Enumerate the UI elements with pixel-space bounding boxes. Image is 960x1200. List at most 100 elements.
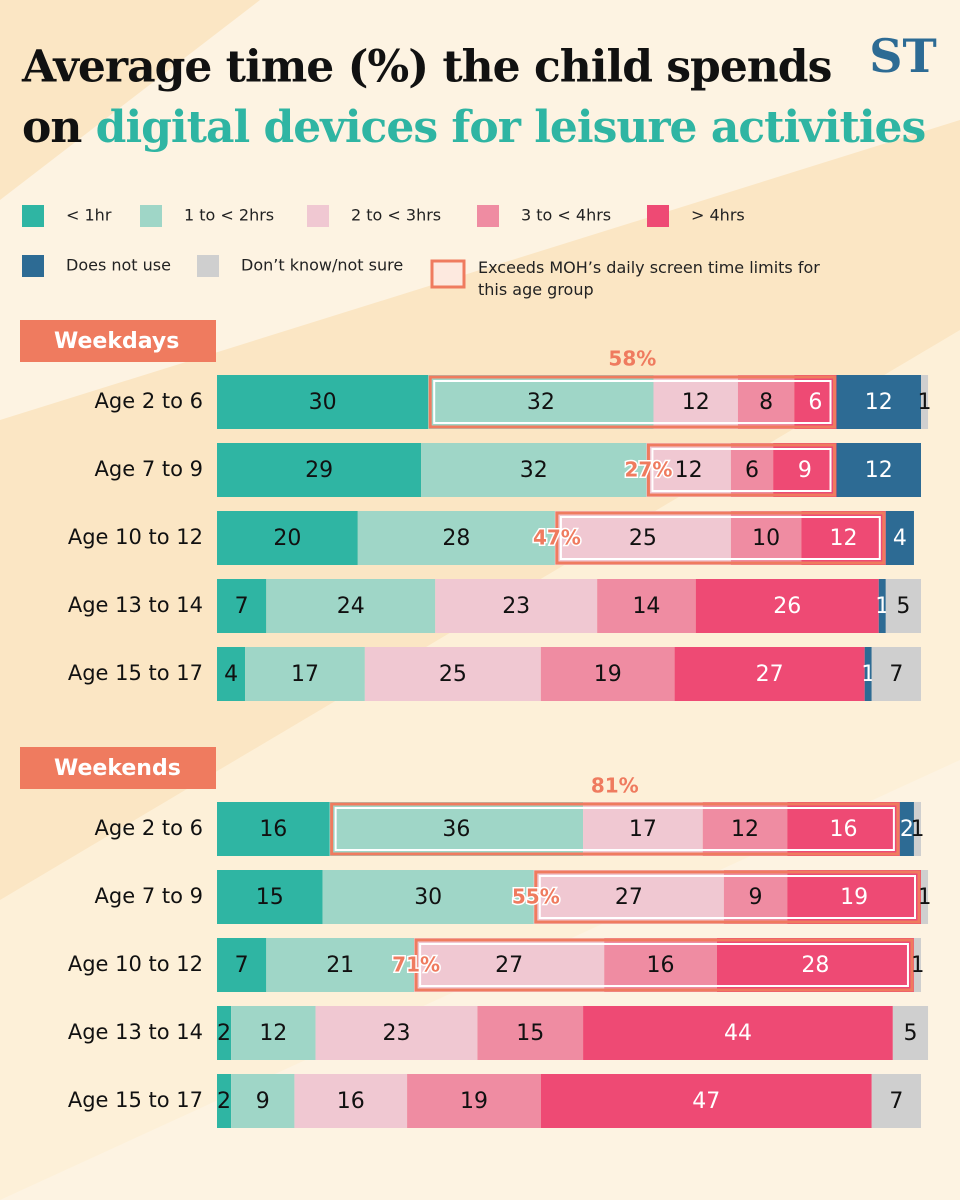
highlight-box (646, 443, 837, 497)
section-label: Weekends (54, 756, 181, 781)
category-label: Age 13 to 14 (68, 593, 203, 617)
value-label: 15 (256, 885, 284, 910)
bar-segment (217, 802, 330, 856)
bar-segment (899, 802, 914, 856)
category-label: Age 2 to 6 (95, 389, 203, 413)
title: Average time (%) the child spends (21, 42, 831, 93)
value-label: 1 (861, 662, 875, 687)
value-label: 27 (615, 885, 643, 910)
bar-segment (604, 938, 717, 992)
bar-segment (787, 802, 900, 856)
category-label: Age 15 to 17 (68, 661, 203, 685)
value-label: 23 (383, 1021, 411, 1046)
value-label: 4 (893, 526, 907, 551)
value-label: 28 (442, 526, 470, 551)
bar-segment (737, 375, 795, 429)
category-label: Age 10 to 12 (68, 525, 203, 549)
highlight-box (433, 380, 832, 424)
value-label: 15 (516, 1021, 544, 1046)
value-label: 17 (291, 662, 319, 687)
bar-segment (716, 938, 914, 992)
section-label: Weekdays (54, 329, 179, 354)
value-label: 5 (903, 1021, 917, 1046)
value-label: 12 (830, 526, 858, 551)
category-label: Age 10 to 12 (68, 952, 203, 976)
legend-label: Exceeds MOH’s daily screen time limits f… (478, 258, 820, 299)
value-label: 10 (752, 526, 780, 551)
bar-segment (695, 579, 879, 633)
legend-label: 3 to < 4hrs (521, 206, 611, 225)
bar-segment (407, 1074, 541, 1128)
value-label: 12 (682, 390, 710, 415)
legend-swatch (22, 255, 44, 277)
highlight-label: 58% (608, 347, 656, 371)
bar-segment (878, 579, 886, 633)
value-label: 4 (224, 662, 238, 687)
bar-segment (329, 802, 584, 856)
value-label: 29 (305, 458, 333, 483)
bar-segment (217, 647, 246, 701)
bar-segment (702, 802, 788, 856)
bar-segment (794, 375, 837, 429)
bar-segment (913, 802, 921, 856)
bar-segment (435, 579, 598, 633)
bar-segment (231, 1006, 316, 1060)
value-label: 21 (326, 953, 354, 978)
bar-segment (653, 375, 738, 429)
highlight-box (538, 875, 916, 919)
value-label: 7 (889, 662, 903, 687)
bar-segment (583, 1006, 893, 1060)
bar-segment (315, 1006, 478, 1060)
value-label: 47 (692, 1089, 720, 1114)
bar-segment (674, 647, 865, 701)
category-label: Age 15 to 17 (68, 1088, 203, 1112)
value-label: 7 (889, 1089, 903, 1114)
value-label: 2 (900, 817, 914, 842)
value-label: 16 (647, 953, 675, 978)
section-label-bg (20, 747, 216, 789)
bar-segment (597, 579, 696, 633)
value-label: 2 (217, 1089, 231, 1114)
bar-segment (864, 647, 872, 701)
bar-segment (921, 375, 929, 429)
bar-segment (421, 443, 647, 497)
bar-segment (801, 511, 886, 565)
bar-segment (364, 647, 541, 701)
legend-label: < 1hr (66, 206, 112, 225)
value-label: 7 (235, 594, 249, 619)
bar-segment (723, 870, 788, 924)
bar-segment (583, 802, 703, 856)
value-label: 7 (235, 953, 249, 978)
value-label: 1 (910, 817, 924, 842)
category-label: Age 2 to 6 (95, 816, 203, 840)
title-highlight: digital devices for leisure activities (96, 102, 926, 153)
legend-swatch (647, 205, 669, 227)
bar-segment (266, 938, 415, 992)
value-label: 12 (865, 458, 893, 483)
value-label: 24 (337, 594, 365, 619)
bar-segment (217, 870, 323, 924)
category-label: Age 7 to 9 (95, 884, 203, 908)
value-label: 32 (520, 458, 548, 483)
value-label: 16 (259, 817, 287, 842)
bar-segment (428, 375, 654, 429)
value-label: 2 (217, 1021, 231, 1046)
highlight-box (555, 511, 886, 565)
value-label: 9 (749, 885, 763, 910)
bar-segment (885, 511, 914, 565)
highlight-label: 81% (591, 774, 639, 798)
bar-segment (322, 870, 534, 924)
bar-segment (533, 870, 724, 924)
value-label: 8 (759, 390, 773, 415)
bar-segment (871, 1074, 921, 1128)
bar-segment (294, 1074, 408, 1128)
title: on (22, 102, 81, 153)
highlight-box (651, 448, 832, 492)
legend-swatch (477, 205, 499, 227)
value-label: 23 (502, 594, 530, 619)
bar-segment (357, 511, 555, 565)
bar-segment (554, 511, 731, 565)
bar-segment (217, 1074, 232, 1128)
value-label: 27 (756, 662, 784, 687)
